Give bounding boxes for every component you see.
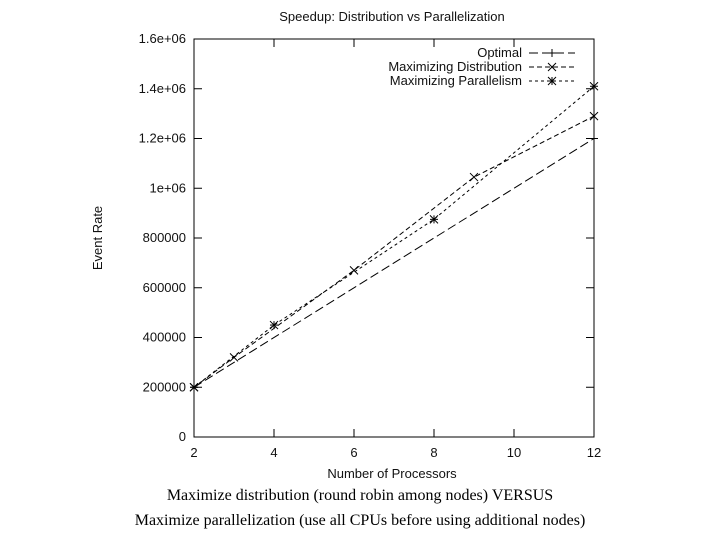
series-line-1 — [193, 138, 595, 388]
y-tick-label: 600000 — [143, 280, 186, 295]
axis-ticks: 0 200000 400000 600000 800000 1e+06 1.2e+06 1.4… — [139, 31, 602, 460]
series-2-point — [349, 265, 359, 275]
legend-label: Maximizing Distribution — [388, 59, 522, 74]
x-tick-label: 12 — [587, 445, 601, 460]
y-tick-label: 1e+06 — [149, 180, 186, 195]
x-tick-label: 4 — [270, 445, 277, 460]
series-layer — [189, 81, 599, 392]
y-tick-label: 800000 — [143, 230, 186, 245]
x-tick-label: 6 — [350, 445, 357, 460]
series-1-point — [590, 134, 598, 143]
series-3-point — [269, 320, 279, 330]
legend-label: Optimal — [477, 45, 522, 60]
series-line-2 — [193, 115, 595, 388]
y-axis-label: Event Rate — [90, 206, 105, 270]
legend-label: Maximizing Parallelism — [390, 73, 522, 88]
caption-line-1: Maximize distribution (round robin among… — [166, 487, 554, 504]
series-2-point — [229, 353, 239, 362]
plot-frame — [193, 38, 595, 438]
series-3-point — [189, 382, 199, 392]
y-tick-label: 1.2e+06 — [139, 131, 186, 146]
y-tick-label: 0 — [179, 429, 186, 444]
y-tick-label: 200000 — [143, 379, 186, 394]
series-2-point — [469, 172, 479, 182]
caption-line-2: Maximize parallelization (use all CPUs b… — [134, 512, 586, 529]
y-tick-label: 1.6e+06 — [139, 31, 186, 46]
chart-title: Speedup: Distribution vs Parallelization — [279, 9, 504, 24]
legend-marker — [548, 49, 556, 57]
legend-marker — [547, 76, 557, 86]
speedup-chart: Speedup: Distribution vs Parallelization… — [90, 9, 602, 481]
series-3-point — [589, 81, 599, 91]
legend-marker — [547, 62, 557, 72]
y-tick-label: 400000 — [143, 330, 186, 345]
x-tick-label: 10 — [507, 445, 521, 460]
series-3-point — [429, 214, 439, 224]
x-tick-label: 2 — [190, 445, 197, 460]
y-tick-label: 1.4e+06 — [139, 81, 186, 96]
series-2-point — [589, 111, 599, 121]
x-axis-label: Number of Processors — [327, 466, 457, 481]
x-tick-label: 8 — [430, 445, 437, 460]
series-line-3 — [193, 85, 595, 388]
